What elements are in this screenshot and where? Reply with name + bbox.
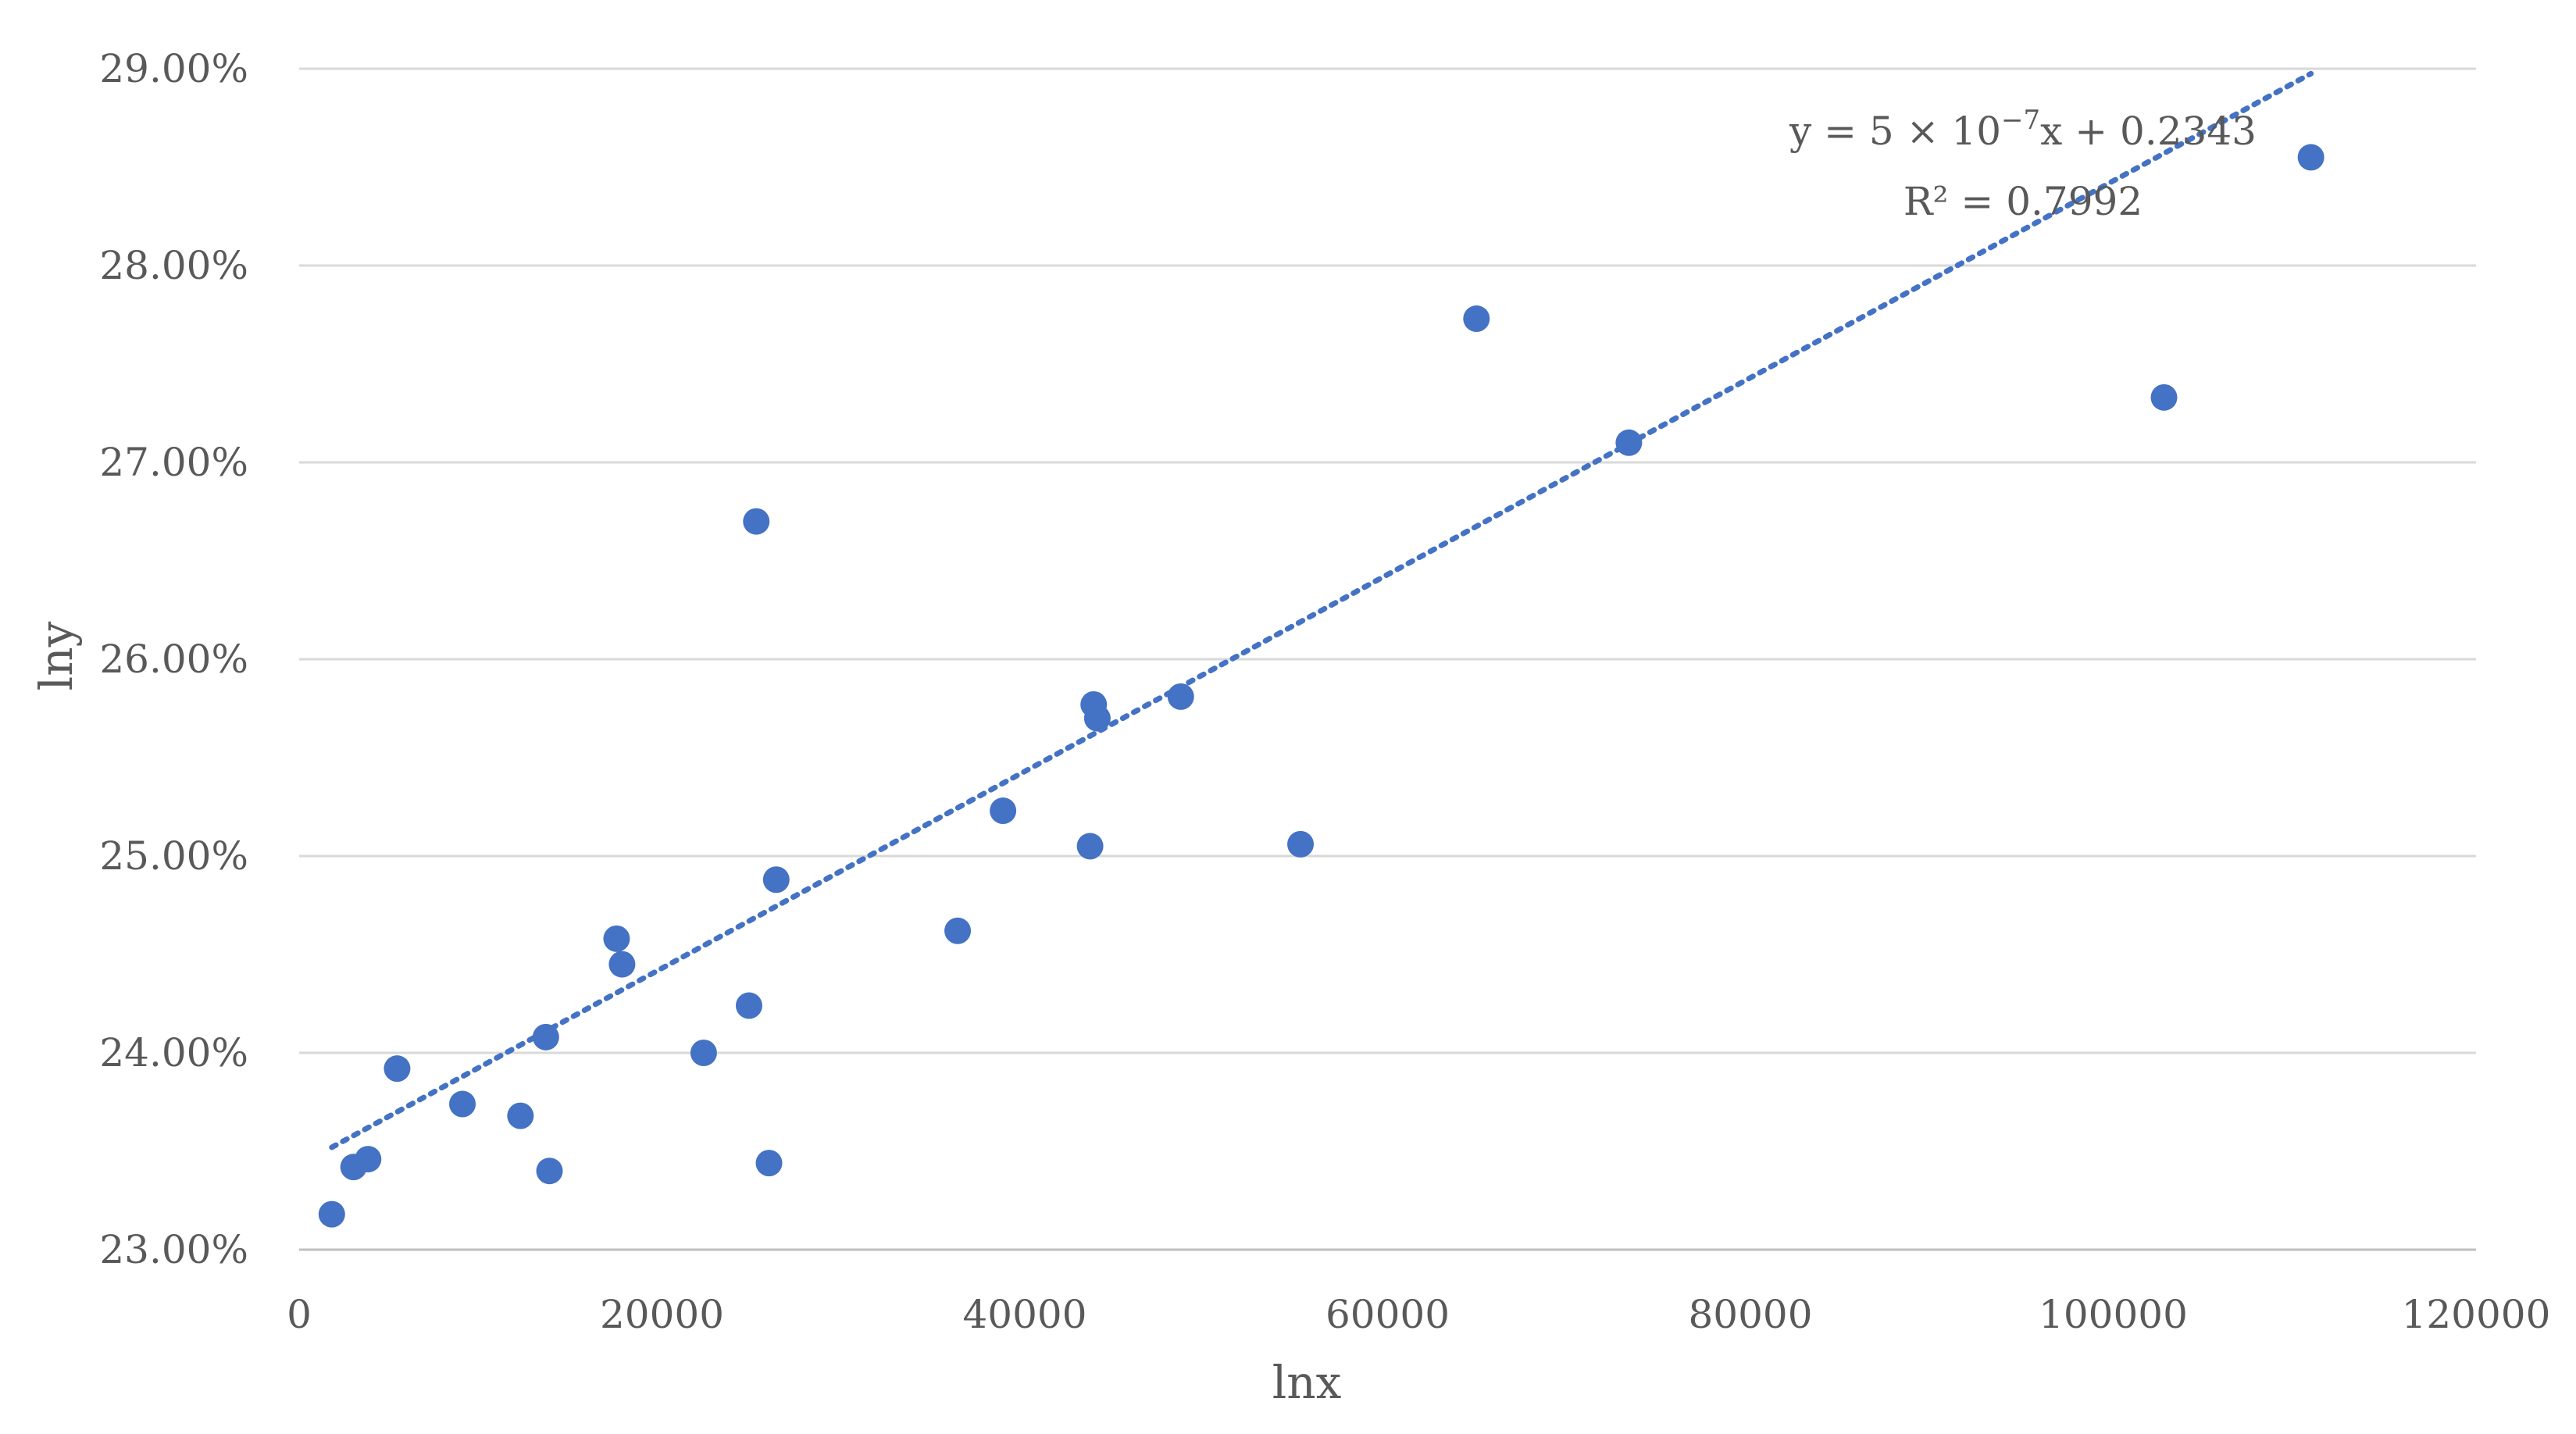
data-point — [355, 1146, 382, 1173]
data-point — [532, 1023, 559, 1051]
y-axis-ticks: 23.00% 24.00% 25.00% 26.00% 27.00% 28.00% 29.0… — [99, 46, 248, 1272]
y-tick-label: 28.00% — [99, 243, 248, 288]
y-axis-title: lny — [30, 621, 83, 690]
data-point — [743, 508, 770, 535]
y-tick-label: 25.00% — [99, 833, 248, 879]
y-tick-label: 26.00% — [99, 637, 248, 682]
data-point — [1167, 683, 1194, 710]
data-point — [603, 925, 630, 952]
x-tick-label: 40000 — [962, 1292, 1086, 1337]
data-point — [990, 797, 1017, 825]
data-point — [1463, 305, 1490, 333]
grid-lines — [299, 67, 2476, 1054]
y-tick-label: 24.00% — [99, 1030, 248, 1076]
data-point — [449, 1090, 476, 1118]
x-tick-label: 60000 — [1325, 1292, 1450, 1337]
data-point — [318, 1200, 345, 1228]
y-tick-label: 29.00% — [99, 46, 248, 91]
y-tick-label: 27.00% — [99, 440, 248, 485]
x-tick-label: 100000 — [2039, 1292, 2188, 1337]
data-point — [608, 951, 636, 978]
data-points — [318, 144, 2324, 1228]
data-point — [1083, 705, 1111, 732]
x-tick-label: 80000 — [1688, 1292, 1812, 1337]
data-point — [2150, 383, 2178, 411]
x-axis-title: lnx — [1272, 1356, 1342, 1409]
trendline-equation: y = 5 × 10−7x + 0.2343 — [1789, 105, 2257, 154]
data-point — [755, 1150, 783, 1177]
r-squared-label: R² = 0.7992 — [1903, 179, 2143, 224]
data-point — [1287, 830, 1315, 858]
data-point — [1615, 429, 1643, 456]
trendline — [329, 70, 2314, 1150]
data-point — [2297, 144, 2324, 171]
x-tick-label: 20000 — [600, 1292, 724, 1337]
data-point — [507, 1102, 534, 1129]
data-point — [944, 917, 972, 944]
x-tick-label: 0 — [287, 1292, 312, 1337]
data-point — [384, 1055, 411, 1083]
x-axis-ticks: 0 20000 40000 60000 80000 100000 120000 — [287, 1292, 2550, 1337]
y-tick-label: 23.00% — [99, 1227, 248, 1272]
data-point — [762, 866, 790, 894]
x-tick-label: 120000 — [2402, 1292, 2551, 1337]
data-point — [690, 1040, 717, 1066]
data-point — [1076, 833, 1104, 860]
data-point — [536, 1158, 563, 1185]
data-point — [735, 992, 762, 1019]
